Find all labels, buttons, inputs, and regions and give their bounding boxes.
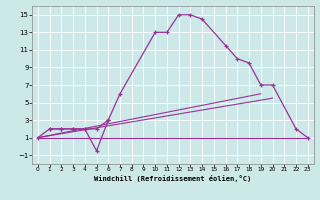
X-axis label: Windchill (Refroidissement éolien,°C): Windchill (Refroidissement éolien,°C) <box>94 175 252 182</box>
